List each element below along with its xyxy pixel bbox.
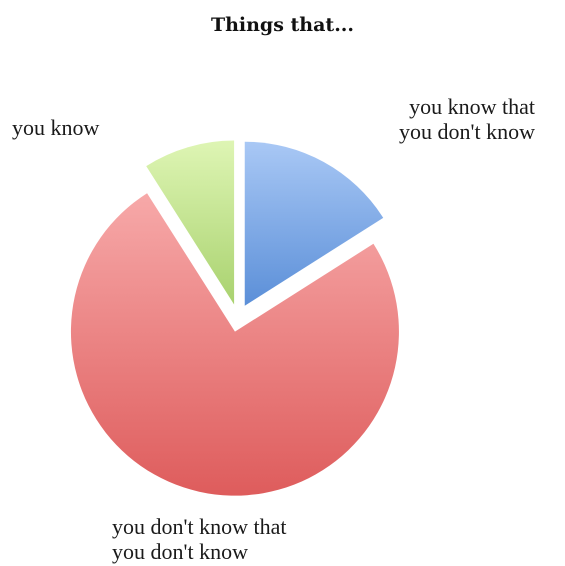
slice-label-line: you don't know <box>399 119 535 144</box>
slice-label-line: you don't know <box>112 539 248 564</box>
slice-label-know: you know <box>12 115 99 140</box>
chart-title: Things that... <box>210 14 355 36</box>
slice-label-know-dont-know: you know that you don't know <box>365 94 535 144</box>
slice-label-line: you don't know that <box>112 514 287 539</box>
pie-slice-know-dont-know <box>244 141 384 306</box>
slice-label-dont-know-dont-know: you don't know that you don't know <box>112 514 286 564</box>
pie-slice-know <box>146 140 235 305</box>
slice-label-line: you know <box>12 115 100 140</box>
pie-slice-dont-know-dont-know <box>70 193 399 496</box>
slice-label-line: you know that <box>409 94 535 119</box>
